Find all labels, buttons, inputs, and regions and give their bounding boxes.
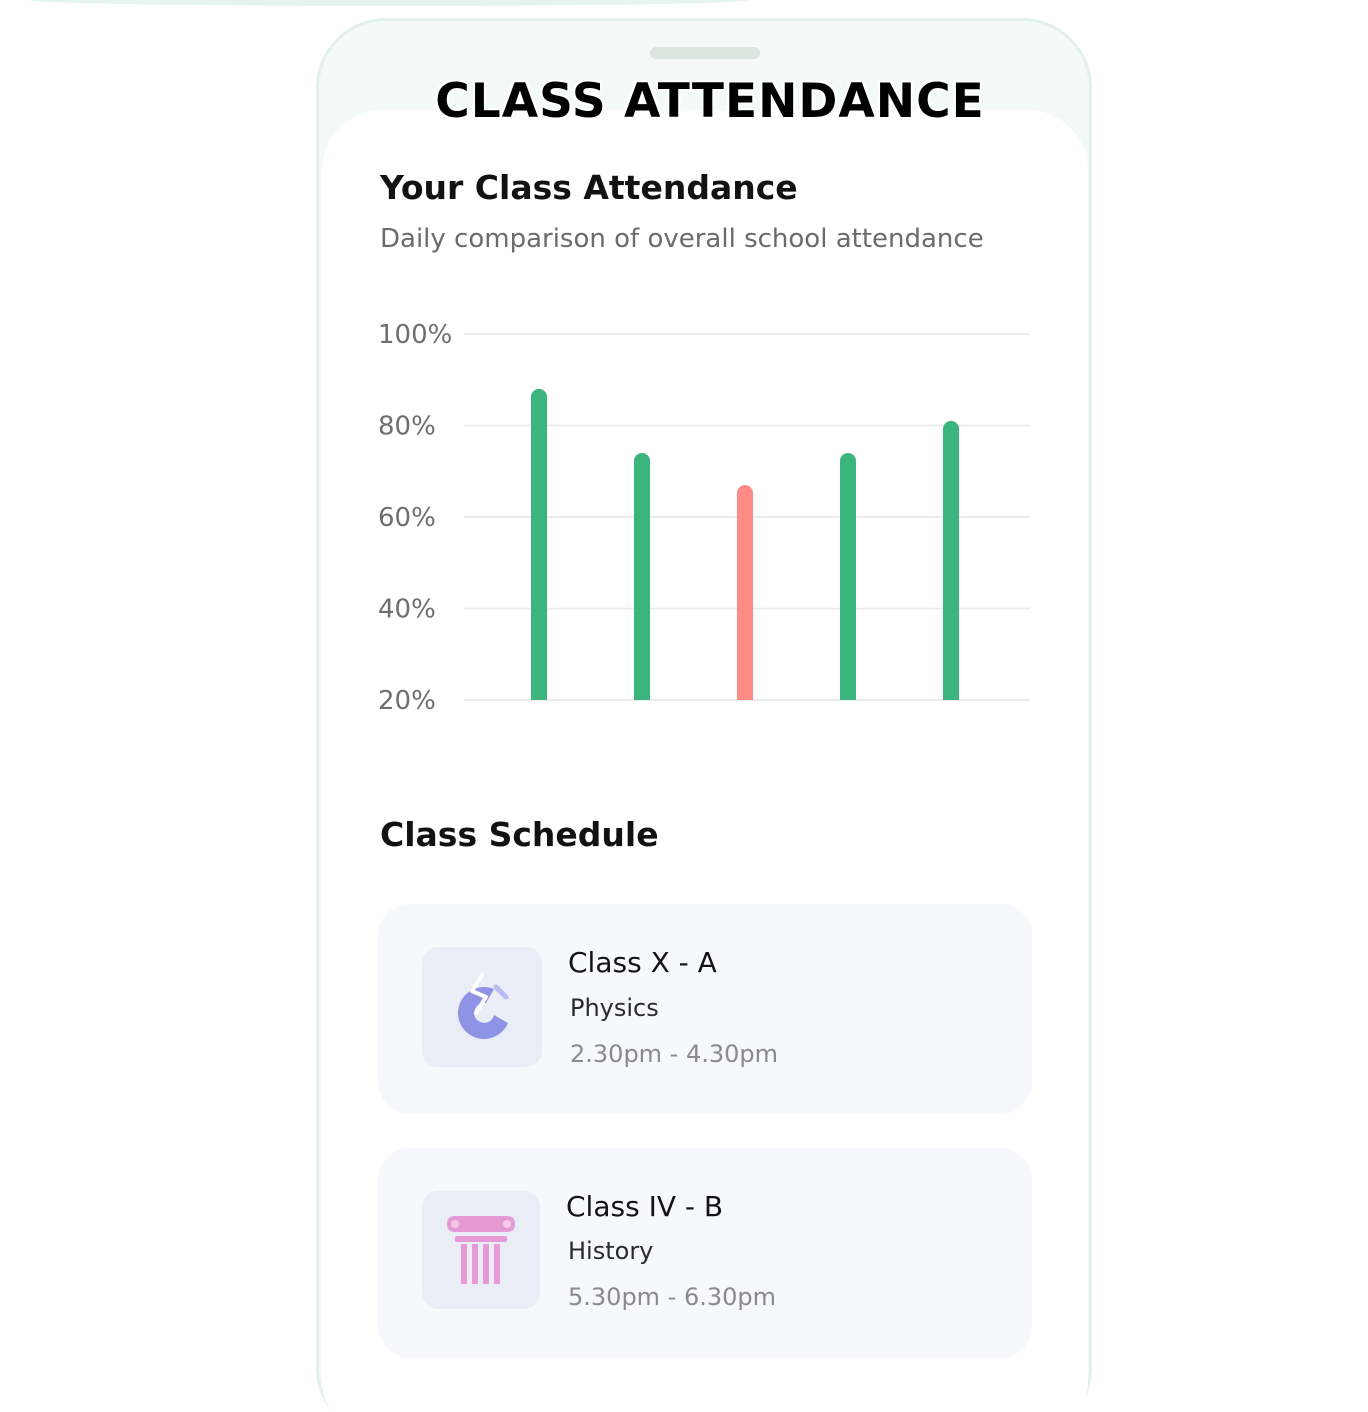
schedule-card-class: Class IV - B — [566, 1190, 724, 1223]
schedule-card-icon-box — [422, 947, 542, 1067]
magnet-icon — [458, 973, 509, 1039]
chart-bar — [634, 452, 650, 700]
phone-notch — [650, 47, 760, 59]
attendance-chart: 100% 80% 60% 40% 20% — [378, 320, 1030, 716]
chart-y-tick-label: 100% — [378, 320, 452, 350]
schedule-title: Class Schedule — [380, 815, 659, 854]
schedule-card-time: 2.30pm - 4.30pm — [570, 1040, 779, 1068]
schedule-card-icon-box — [422, 1191, 540, 1309]
banner-title: CLASS ATTENDANCE — [435, 74, 985, 129]
chart-y-tick-label: 60% — [378, 503, 436, 533]
schedule-card-class: Class X - A — [568, 946, 717, 979]
column-icon — [447, 1216, 515, 1284]
chart-y-tick-label: 80% — [378, 412, 436, 442]
schedule-card-physics[interactable]: Class X - A Physics 2.30pm - 4.30pm — [378, 904, 1032, 1114]
attendance-subtitle: Daily comparison of overall school atten… — [380, 224, 984, 254]
chart-y-axis: 100% 80% 60% 40% 20% — [378, 320, 452, 716]
chart-bar — [737, 484, 753, 700]
chart-bar — [840, 452, 856, 700]
schedule-card-subject: Physics — [570, 994, 659, 1022]
schedule-card-time: 5.30pm - 6.30pm — [568, 1283, 777, 1311]
schedule-card-history[interactable]: Class IV - B History 5.30pm - 6.30pm — [378, 1148, 1032, 1358]
chart-y-tick-label: 20% — [378, 686, 436, 716]
chart-bar — [531, 388, 547, 700]
chart-bars — [531, 388, 959, 700]
attendance-title: Your Class Attendance — [380, 168, 798, 207]
chart-y-tick-label: 40% — [378, 595, 436, 625]
background-decoration — [30, 0, 750, 6]
schedule-card-subject: History — [568, 1237, 654, 1265]
chart-bar — [943, 420, 959, 700]
